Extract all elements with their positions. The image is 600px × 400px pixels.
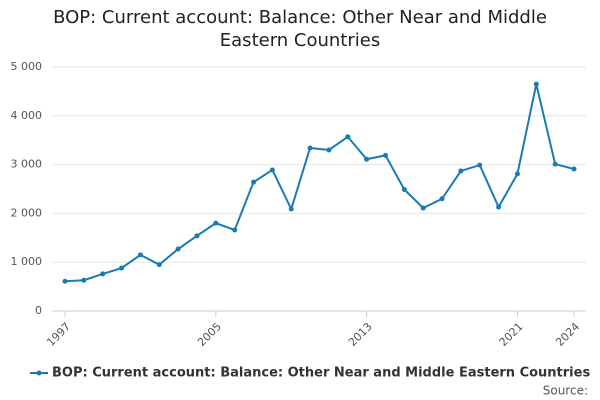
y-tick-label: 3 000 [11, 158, 43, 171]
data-point [533, 81, 539, 87]
data-point [326, 147, 332, 153]
y-tick-label: 5 000 [11, 60, 43, 73]
data-point [288, 206, 294, 212]
data-point [194, 233, 200, 239]
data-point [420, 205, 426, 211]
data-point [156, 262, 162, 268]
data-point [571, 166, 577, 172]
data-point [175, 246, 181, 252]
chart-title: BOP: Current account: Balance: Other Nea… [53, 7, 547, 51]
data-point [119, 265, 125, 271]
data-point [62, 278, 68, 284]
y-tick-label: 0 [35, 304, 42, 317]
data-point [345, 134, 351, 140]
y-tick-label: 2 000 [11, 206, 43, 219]
data-line [64, 83, 575, 283]
data-point [269, 167, 275, 173]
data-point [477, 162, 483, 168]
data-point [382, 152, 388, 158]
data-point [213, 220, 219, 226]
data-point [364, 156, 370, 162]
data-point [137, 252, 143, 258]
data-point [232, 227, 238, 233]
y-tick-label: 4 000 [11, 109, 43, 122]
x-tick-label: 2005 [195, 320, 224, 349]
x-tick-label: 2013 [346, 320, 375, 349]
data-point [552, 161, 558, 167]
source: Source: [543, 384, 588, 398]
data-point [100, 271, 106, 277]
data-point [81, 277, 87, 283]
data-point [307, 145, 313, 151]
y-tick-label: 1 000 [11, 255, 43, 268]
data-point [514, 171, 520, 177]
data-point [496, 204, 502, 210]
x-tick-label: 2021 [497, 320, 526, 349]
legend-label: BOP: Current account: Balance: Other Nea… [52, 366, 590, 381]
x-tick-label: 1997 [44, 320, 73, 349]
data-point [251, 179, 257, 185]
x-tick-label: 2024 [553, 320, 582, 349]
data-point [458, 168, 464, 174]
data-point [439, 196, 445, 202]
legend-marker [36, 370, 42, 376]
data-point [401, 186, 407, 192]
